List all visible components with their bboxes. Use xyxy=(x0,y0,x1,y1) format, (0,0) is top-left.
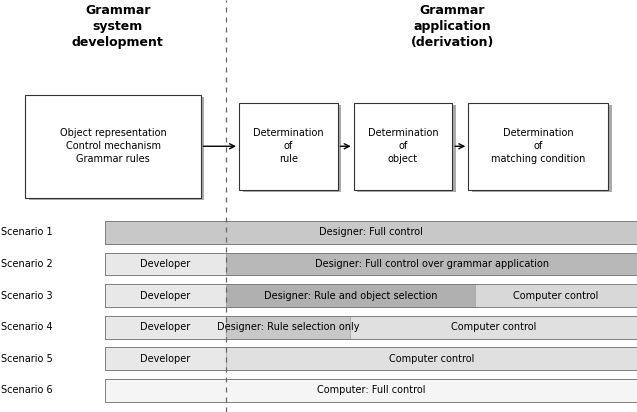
Bar xyxy=(105,316,226,339)
Text: Designer: Full control: Designer: Full control xyxy=(319,227,423,237)
Bar xyxy=(105,316,637,339)
Text: Scenario 6: Scenario 6 xyxy=(1,385,53,396)
Bar xyxy=(105,221,637,244)
Text: Determination
of
object: Determination of object xyxy=(368,128,438,164)
Text: Scenario 2: Scenario 2 xyxy=(1,259,53,269)
Bar xyxy=(29,97,204,200)
Bar xyxy=(105,379,637,402)
Text: Grammar
system
development: Grammar system development xyxy=(72,4,164,49)
Bar xyxy=(105,284,226,307)
Bar xyxy=(468,103,608,190)
Text: Computer control: Computer control xyxy=(451,322,536,332)
Bar xyxy=(105,284,637,307)
Bar xyxy=(226,316,350,339)
Text: Scenario 1: Scenario 1 xyxy=(1,227,53,237)
Text: Designer: Rule and object selection: Designer: Rule and object selection xyxy=(264,290,437,301)
Bar xyxy=(105,253,226,275)
Text: Designer: Rule selection only: Designer: Rule selection only xyxy=(217,322,359,332)
Bar xyxy=(226,284,475,307)
Text: Scenario 5: Scenario 5 xyxy=(1,354,53,364)
Bar xyxy=(25,95,201,198)
Text: Developer: Developer xyxy=(141,354,190,364)
Text: Computer: Full control: Computer: Full control xyxy=(317,385,426,396)
Text: Computer control: Computer control xyxy=(389,354,475,364)
Text: Developer: Developer xyxy=(141,259,190,269)
Text: Determination
of
matching condition: Determination of matching condition xyxy=(491,128,585,164)
Text: Developer: Developer xyxy=(141,290,190,301)
Text: Designer: Full control over grammar application: Designer: Full control over grammar appl… xyxy=(315,259,548,269)
Bar xyxy=(105,221,637,244)
Text: Grammar
application
(derivation): Grammar application (derivation) xyxy=(411,4,494,49)
Bar xyxy=(226,347,637,370)
Bar xyxy=(105,379,637,402)
Bar xyxy=(350,316,637,339)
Bar xyxy=(354,103,452,190)
Text: Determination
of
rule: Determination of rule xyxy=(253,128,324,164)
Text: Scenario 3: Scenario 3 xyxy=(1,290,53,301)
Text: Object representation
Control mechanism
Grammar rules: Object representation Control mechanism … xyxy=(60,128,166,164)
Text: Developer: Developer xyxy=(141,322,190,332)
Bar xyxy=(105,253,637,275)
Bar xyxy=(243,105,341,192)
Bar xyxy=(105,347,226,370)
Text: Computer control: Computer control xyxy=(513,290,599,301)
Text: Scenario 4: Scenario 4 xyxy=(1,322,53,332)
Bar xyxy=(357,105,456,192)
Bar xyxy=(226,253,637,275)
Bar xyxy=(239,103,338,190)
Bar xyxy=(475,284,637,307)
Bar xyxy=(472,105,612,192)
Bar xyxy=(105,347,637,370)
